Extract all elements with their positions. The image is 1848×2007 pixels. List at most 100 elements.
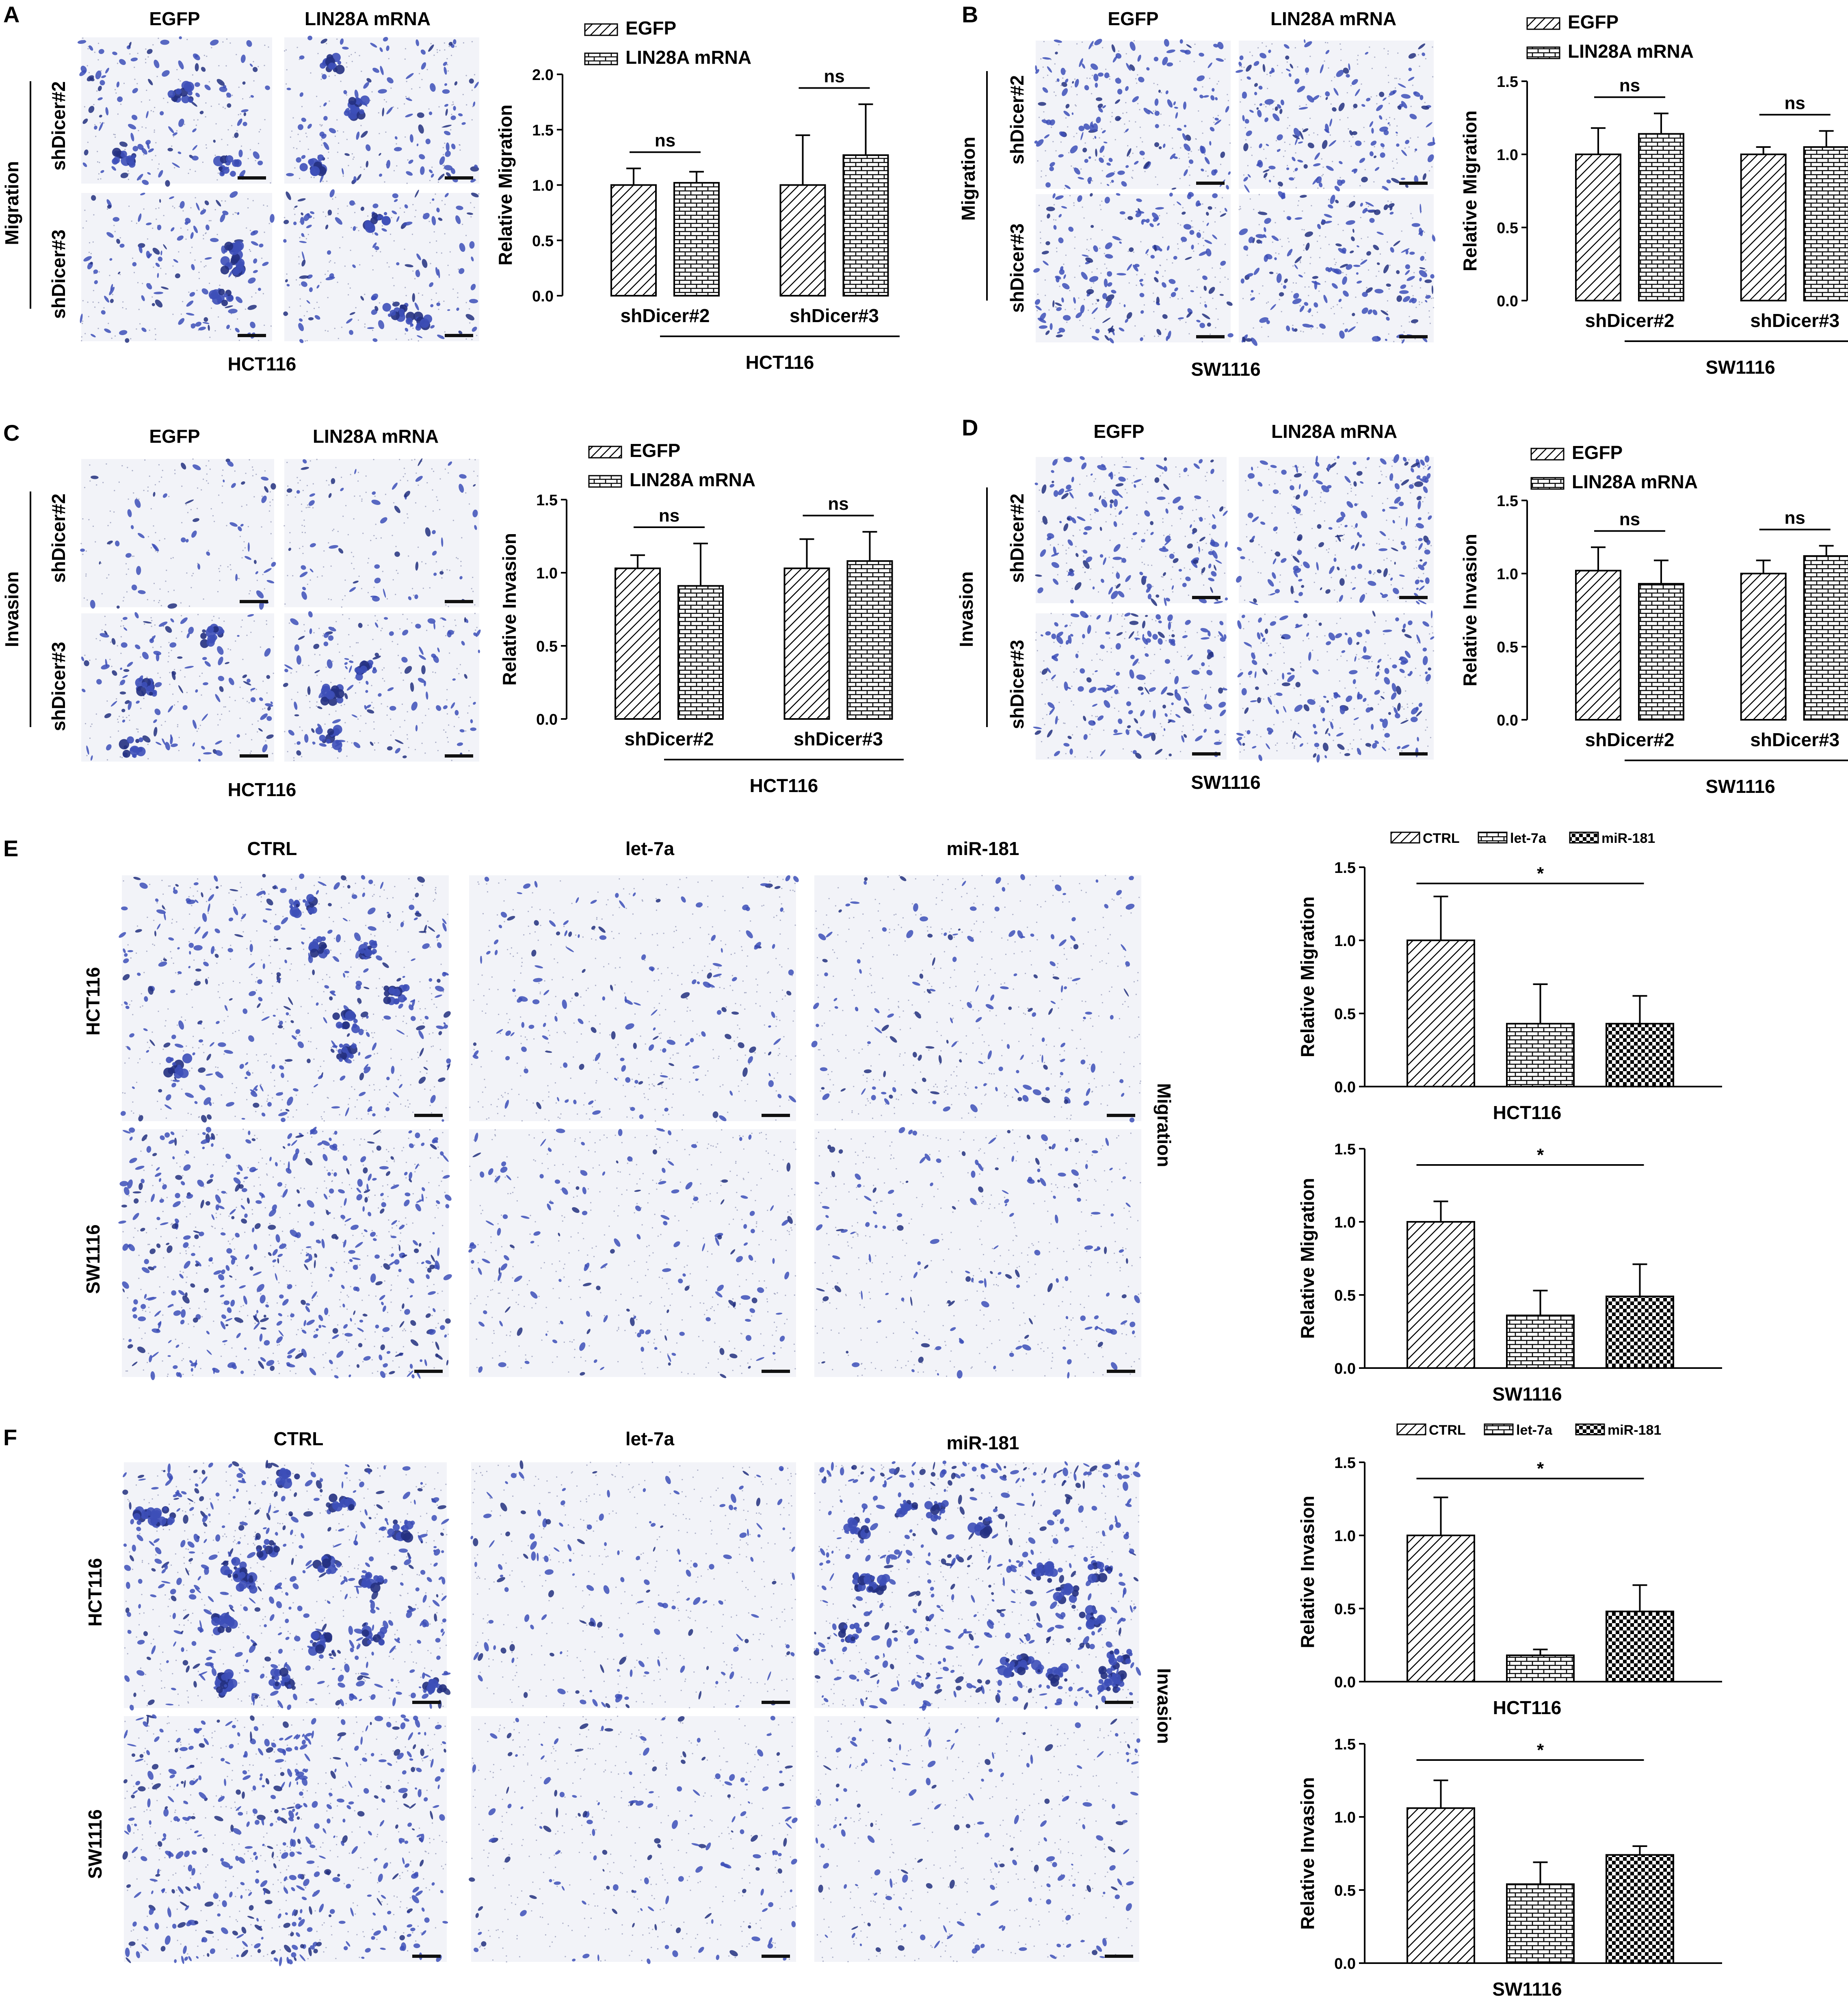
legend-label: EGFP [630,440,680,461]
y-tick-label: 1.5 [1334,860,1356,877]
bar [611,185,656,296]
bar [1606,1024,1673,1087]
x-group-label: HCT116 [750,775,818,796]
micrograph [80,611,274,762]
y-tick-label: 1.5 [1497,74,1518,91]
bar [1576,154,1621,301]
column-header-egfp: EGFP [149,426,200,447]
row-label-hct116: HCT116 [82,967,104,1036]
micrograph [121,1713,448,1966]
y-tick-label: 1.5 [1334,1736,1356,1753]
micrograph [814,1716,1140,1962]
y-tick-label: 0.0 [532,288,554,305]
bar [615,568,660,719]
column-header-let7a: let-7a [625,838,675,859]
y-tick-label: 1.0 [1334,1809,1356,1826]
x-axis-label: HCT116 [1493,1102,1562,1123]
panel-letter-b: B [962,2,978,27]
micrograph [1236,610,1435,762]
x-tick-label: shDicer#2 [625,728,714,749]
legend-swatch [585,24,617,35]
panel-a: A EGFP LIN28A mRNA Migration shDicer#2 s… [1,2,900,375]
panel-e: E CTRL let-7a miR-181 HCT116 SW1116 Migr… [3,831,1722,1405]
significance-label: * [1537,1145,1544,1165]
significance-label: ns [828,494,848,514]
bar [1407,1535,1474,1682]
bar [1507,1315,1574,1368]
micrograph [77,36,272,187]
y-tick-label: 0.0 [1497,293,1518,310]
y-axis-label: Relative Migration [1297,1178,1318,1339]
x-tick-label: shDicer#3 [790,305,879,326]
legend-label: LIN28A mRNA [1572,471,1698,492]
cell-line-label: HCT116 [228,353,296,375]
micrograph [122,1460,452,1711]
bar [1576,571,1621,720]
assay-label: Migration [958,137,979,221]
y-tick-label: 0.0 [1334,1674,1356,1691]
x-group-label: SW1116 [1705,357,1775,378]
y-tick-label: 1.5 [532,122,554,139]
panel-letter-f: F [3,1425,17,1450]
y-axis-label: Relative Migration [495,104,516,265]
x-axis-label: HCT116 [1493,1697,1562,1718]
legend-swatch [585,53,617,65]
bar [674,183,719,296]
micrograph [80,459,277,610]
legend-label: CTRL [1429,1422,1466,1438]
micrograph [1235,39,1436,193]
y-tick-label: 0.0 [1497,712,1518,729]
column-header-lin28a: LIN28A mRNA [1271,421,1397,442]
y-tick-label: 1.5 [536,492,558,509]
x-tick-label: shDicer#2 [1585,310,1675,331]
significance-label: ns [1619,76,1640,95]
significance-label: ns [1619,509,1640,529]
y-tick-label: 0.5 [1334,1882,1356,1899]
legend-label: EGFP [1572,442,1623,463]
row-label-shdicer3: shDicer#3 [1006,223,1028,313]
y-axis-label: Relative Invasion [1297,1496,1318,1648]
bar [1639,134,1684,301]
x-axis-label: SW1116 [1492,1979,1562,2000]
micrograph [283,188,479,344]
legend-swatch [1527,47,1560,58]
assay-label: Invasion [1153,1668,1175,1744]
micrograph [467,1127,796,1379]
x-axis-label: SW1116 [1492,1383,1562,1405]
significance-label: * [1537,1459,1544,1479]
micrograph [118,873,452,1124]
bar [1741,574,1786,720]
x-tick-label: shDicer#3 [1750,729,1839,750]
legend-label: let-7a [1516,1422,1553,1438]
column-header-lin28a: LIN28A mRNA [313,426,439,447]
panel-letter-c: C [3,420,19,446]
micrograph [469,874,800,1122]
y-axis-label: Relative Invasion [1459,534,1480,686]
legend-label: let-7a [1510,831,1547,846]
y-tick-label: 0.0 [536,711,558,728]
legend-swatch [1531,478,1564,489]
legend-label: miR-181 [1601,831,1655,846]
y-axis-label: Relative Invasion [499,533,520,686]
column-header-egfp: EGFP [1093,421,1144,442]
column-header-lin28a: LIN28A mRNA [1270,8,1396,29]
bar [844,155,888,296]
legend-swatch [1570,832,1598,843]
y-tick-label: 1.5 [1497,493,1518,510]
legend-label: miR-181 [1608,1422,1661,1438]
y-tick-label: 1.0 [1497,566,1518,583]
column-header-egfp: EGFP [149,8,200,29]
assay-label: Migration [1,161,22,245]
bar [1407,940,1474,1087]
row-label-shdicer3: shDicer#3 [1006,640,1028,729]
micrograph [79,190,275,343]
y-axis-label: Relative Migration [1297,896,1318,1057]
y-tick-label: 0.0 [1334,1079,1356,1096]
micrograph [1235,453,1434,606]
x-tick-label: shDicer#3 [794,728,883,749]
